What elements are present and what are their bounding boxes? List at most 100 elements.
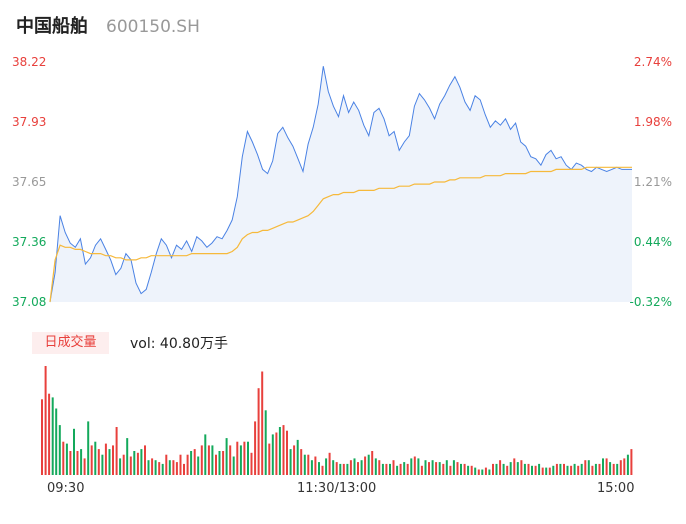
x-tick-close: 15:00 — [597, 481, 635, 496]
volume-bar — [598, 463, 601, 475]
volume-bar — [48, 393, 51, 475]
volume-bar — [559, 463, 562, 475]
volume-bar — [428, 462, 430, 475]
volume-bar — [594, 463, 597, 475]
left-tick-label: 37.08 — [12, 295, 47, 309]
volume-bar — [229, 445, 232, 475]
volume-bar — [293, 445, 296, 475]
right-tick-label: -0.32% — [629, 295, 672, 309]
volume-bar — [548, 467, 551, 475]
volume-bar — [58, 425, 61, 475]
volume-bar — [385, 463, 388, 475]
volume-bar — [364, 456, 367, 475]
volume-bar — [90, 445, 93, 475]
volume-bar — [531, 465, 533, 475]
volume-bar — [218, 451, 221, 475]
volume-bar — [580, 463, 583, 475]
volume-bar — [492, 463, 494, 475]
volume-bar — [541, 467, 544, 475]
volume-bar — [207, 445, 210, 475]
volume-bar — [261, 371, 264, 475]
volume-bar — [499, 460, 502, 475]
volume-bar — [520, 460, 523, 475]
volume-bar — [481, 469, 484, 475]
left-tick-label: 37.93 — [12, 115, 47, 129]
volume-bar — [488, 469, 491, 475]
volume-bar — [44, 366, 47, 475]
volume-bar — [630, 449, 633, 475]
volume-bar — [587, 460, 590, 475]
volume-bar — [399, 463, 402, 475]
price-plot — [49, 66, 632, 303]
volume-bar — [289, 449, 292, 475]
volume-bar — [438, 462, 441, 475]
volume-bar — [325, 458, 328, 475]
volume-bar — [605, 458, 608, 475]
volume-bar — [417, 458, 420, 475]
volume-bar — [573, 463, 576, 475]
volume-bar — [342, 463, 345, 475]
volume-bar — [296, 439, 299, 475]
volume-bar — [204, 434, 207, 475]
volume-bar — [197, 456, 200, 475]
volume-bar — [112, 445, 114, 475]
volume-bar — [357, 462, 359, 475]
volume-bar — [619, 460, 622, 475]
volume-bar — [328, 452, 331, 475]
volume-bar — [484, 467, 487, 475]
x-tick-midday: 11:30/13:00 — [297, 481, 377, 496]
volume-bar — [97, 449, 100, 475]
volume-bar — [41, 399, 43, 475]
volume-bar — [335, 462, 338, 475]
volume-bar — [257, 388, 260, 475]
volume-bar — [555, 463, 558, 475]
volume-bar — [129, 456, 132, 475]
volume-bar — [215, 454, 217, 475]
stock-code: 600150.SH — [106, 17, 200, 37]
volume-bar — [570, 465, 573, 475]
volume-bar — [282, 425, 285, 475]
right-tick-label: 2.74% — [633, 55, 672, 69]
volume-bar — [250, 452, 253, 475]
volume-bar — [190, 451, 193, 475]
volume-bar — [584, 460, 587, 475]
right-tick-label: 1.21% — [633, 175, 672, 189]
volume-bar — [126, 438, 129, 475]
volume-bar — [222, 451, 225, 475]
volume-bar — [183, 463, 185, 475]
volume-bar — [87, 421, 90, 475]
volume-bar — [101, 454, 104, 475]
volume-bar — [104, 443, 107, 475]
volume-bar — [175, 462, 178, 475]
volume-bar — [236, 441, 239, 475]
volume-bar — [278, 427, 281, 475]
left-tick-label: 37.65 — [12, 175, 47, 189]
volume-bar — [449, 465, 452, 475]
volume-bar — [151, 458, 154, 475]
volume-bar — [73, 428, 75, 475]
volume-bar — [609, 462, 612, 475]
volume-bar — [463, 463, 466, 475]
volume-bar — [435, 462, 438, 475]
volume-bar — [495, 463, 498, 475]
volume-bar — [420, 465, 423, 475]
volume-bar — [413, 456, 416, 475]
volume-bar — [254, 421, 257, 475]
volume-bar — [147, 460, 150, 475]
volume-bar — [467, 465, 470, 475]
stock-name: 中国船舶 — [16, 16, 88, 37]
volume-bar — [431, 460, 434, 475]
volume-bar — [442, 463, 445, 475]
volume-bar — [591, 465, 594, 475]
volume-bar — [108, 449, 111, 475]
left-tick-label: 38.22 — [12, 55, 47, 69]
volume-bar — [154, 460, 157, 475]
volume-tab-badge[interactable]: 日成交量 — [32, 332, 109, 354]
volume-bar — [353, 458, 356, 475]
volume-bar — [286, 430, 288, 475]
volume-bar — [211, 445, 214, 475]
volume-bar — [275, 432, 278, 475]
volume-bar — [403, 462, 406, 475]
volume-bar — [62, 441, 65, 475]
